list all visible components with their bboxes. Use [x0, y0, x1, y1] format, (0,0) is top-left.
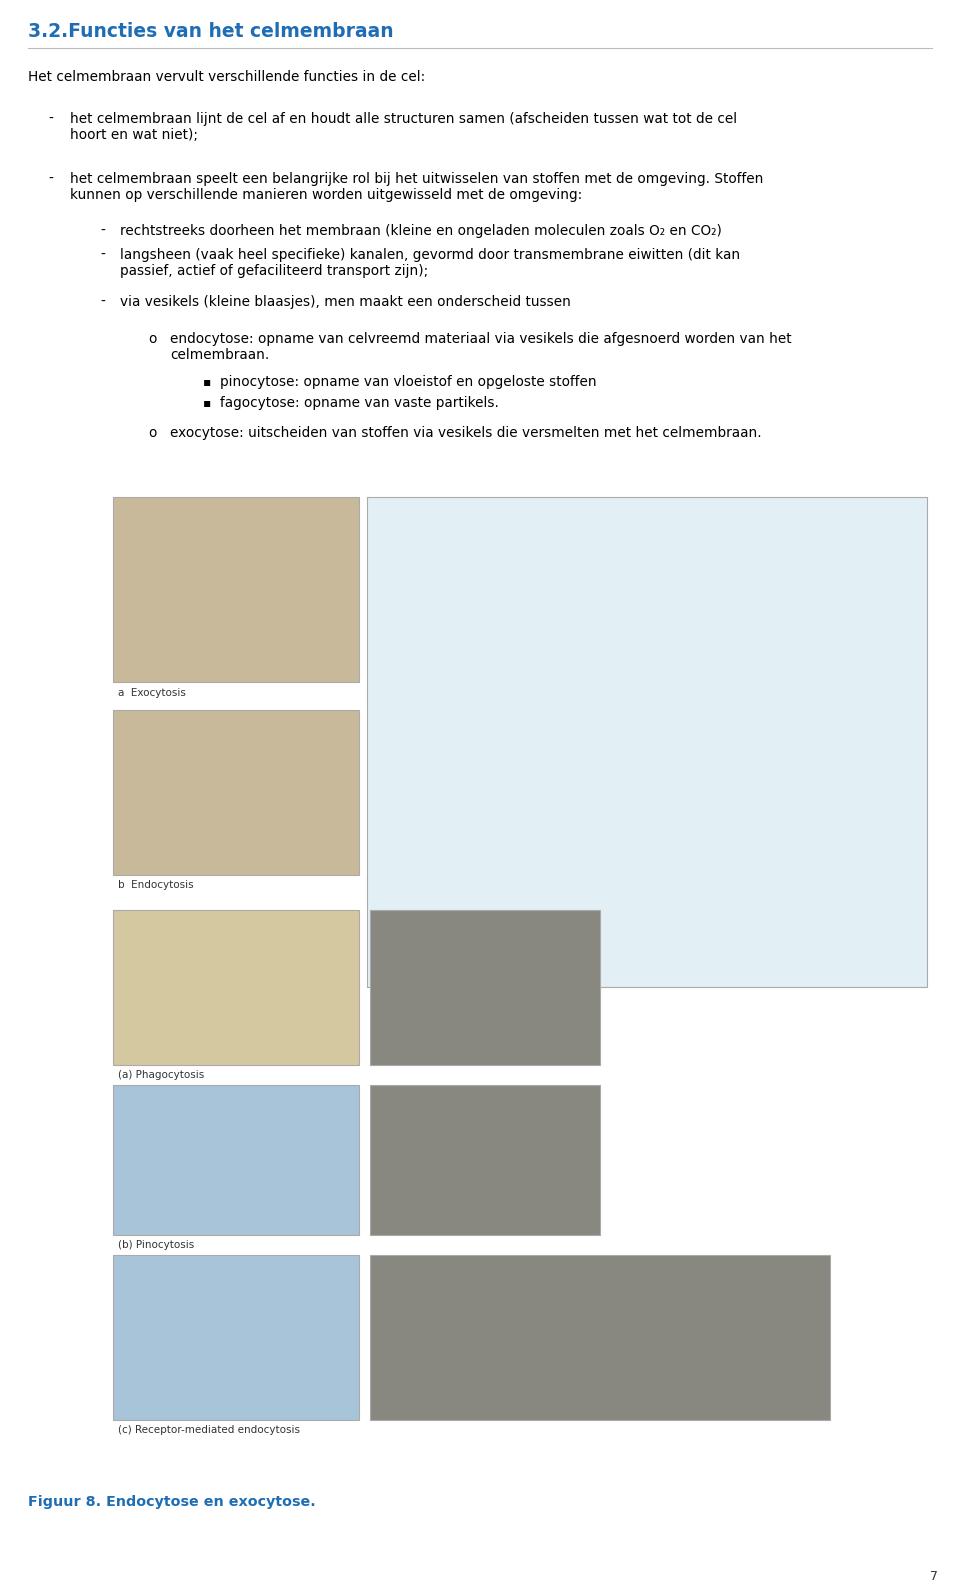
- Text: o: o: [148, 426, 156, 440]
- Bar: [113, 1255, 359, 1421]
- Text: Het celmembraan vervult verschillende functies in de cel:: Het celmembraan vervult verschillende fu…: [28, 70, 425, 84]
- Text: 3.2.Functies van het celmembraan: 3.2.Functies van het celmembraan: [28, 22, 394, 41]
- Text: het celmembraan lijnt de cel af en houdt alle structuren samen (afscheiden tusse: het celmembraan lijnt de cel af en houdt…: [70, 111, 737, 141]
- Text: langsheen (vaak heel specifieke) kanalen, gevormd door transmembrane eiwitten (d: langsheen (vaak heel specifieke) kanalen…: [120, 248, 740, 278]
- Text: (b) Pinocytosis: (b) Pinocytosis: [118, 1239, 194, 1251]
- Text: exocytose: uitscheiden van stoffen via vesikels die versmelten met het celmembra: exocytose: uitscheiden van stoffen via v…: [170, 426, 761, 440]
- Text: -: -: [100, 224, 105, 238]
- Bar: [370, 1085, 600, 1235]
- Text: ▪: ▪: [203, 375, 211, 388]
- Bar: [367, 497, 927, 987]
- Bar: [370, 1255, 830, 1421]
- Text: fagocytose: opname van vaste partikels.: fagocytose: opname van vaste partikels.: [220, 396, 499, 410]
- Text: -: -: [48, 111, 53, 126]
- Bar: [113, 497, 359, 682]
- Text: pinocytose: opname van vloeistof en opgeloste stoffen: pinocytose: opname van vloeistof en opge…: [220, 375, 596, 389]
- Text: -: -: [48, 172, 53, 186]
- Text: (a) Phagocytosis: (a) Phagocytosis: [118, 1069, 204, 1081]
- Text: endocytose: opname van celvreemd materiaal via vesikels die afgesnoerd worden va: endocytose: opname van celvreemd materia…: [170, 332, 792, 362]
- Text: ▪: ▪: [203, 396, 211, 408]
- Text: o: o: [148, 332, 156, 346]
- Text: 7: 7: [930, 1570, 938, 1583]
- Text: -: -: [100, 296, 105, 308]
- Text: b  Endocytosis: b Endocytosis: [118, 880, 194, 890]
- Bar: [370, 910, 600, 1065]
- Text: -: -: [100, 248, 105, 262]
- Bar: [113, 910, 359, 1065]
- Text: het celmembraan speelt een belangrijke rol bij het uitwisselen van stoffen met d: het celmembraan speelt een belangrijke r…: [70, 172, 763, 202]
- Text: rechtstreeks doorheen het membraan (kleine en ongeladen moleculen zoals O₂ en CO: rechtstreeks doorheen het membraan (klei…: [120, 224, 722, 238]
- Text: via vesikels (kleine blaasjes), men maakt een onderscheid tussen: via vesikels (kleine blaasjes), men maak…: [120, 296, 571, 308]
- Text: a  Exocytosis: a Exocytosis: [118, 688, 186, 698]
- Text: Figuur 8. Endocytose en exocytose.: Figuur 8. Endocytose en exocytose.: [28, 1495, 316, 1510]
- Bar: [113, 710, 359, 876]
- Text: (c) Receptor-mediated endocytosis: (c) Receptor-mediated endocytosis: [118, 1425, 300, 1435]
- Bar: [113, 1085, 359, 1235]
